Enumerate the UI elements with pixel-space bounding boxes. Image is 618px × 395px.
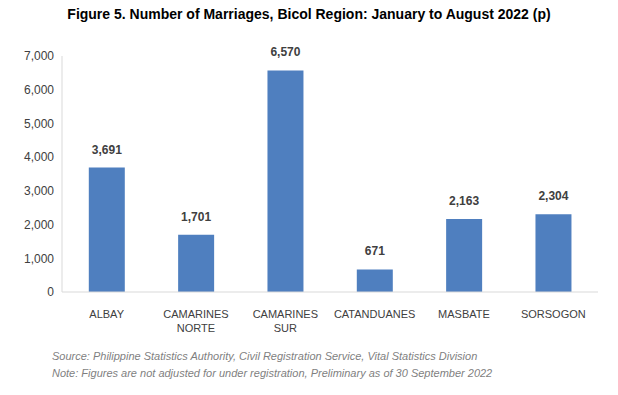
svg-text:1,000: 1,000: [24, 252, 54, 266]
svg-text:7,000: 7,000: [24, 49, 54, 63]
svg-text:ALBAY: ALBAY: [89, 308, 124, 320]
svg-text:5,000: 5,000: [24, 117, 54, 131]
svg-text:2,304: 2,304: [538, 189, 568, 203]
html-text:Source: Philippine Statistics: Source: Philippine Statistics Authority,…: [52, 350, 478, 362]
svg-text:6,000: 6,000: [24, 83, 54, 97]
svg-text:3,691: 3,691: [92, 143, 122, 157]
svg-text:SORSOGON: SORSOGON: [521, 308, 586, 320]
svg-text:1,701: 1,701: [181, 210, 211, 224]
svg-text:0: 0: [47, 285, 54, 299]
svg-text:2,000: 2,000: [24, 218, 54, 232]
svg-text:MASBATE: MASBATE: [438, 308, 490, 320]
svg-text:CATANDUANES: CATANDUANES: [334, 308, 416, 320]
svg-text:4,000: 4,000: [24, 150, 54, 164]
svg-text:2,163: 2,163: [449, 194, 479, 208]
html-text:Note: Figures are not adjusted: Note: Figures are not adjusted for under…: [52, 367, 493, 379]
svg-text:3,000: 3,000: [24, 184, 54, 198]
svg-text:CAMARINESSUR: CAMARINESSUR: [253, 308, 318, 334]
svg-text:CAMARINESNORTE: CAMARINESNORTE: [163, 308, 228, 334]
svg-text:671: 671: [365, 244, 385, 258]
html-text:Figure 5. Number of Marriages,: Figure 5. Number of Marriages, Bicol Reg…: [67, 6, 551, 22]
svg-text:6,570: 6,570: [270, 45, 300, 59]
